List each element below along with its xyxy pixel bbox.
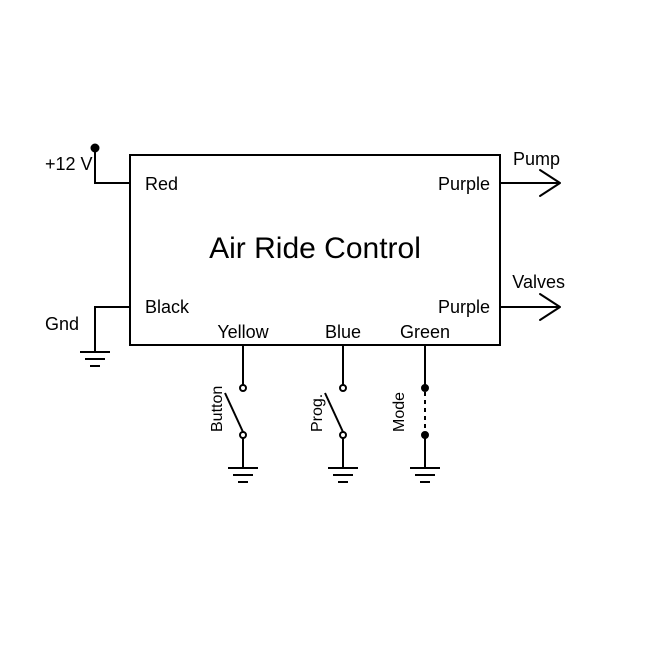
prog-switch — [325, 345, 358, 482]
pin-green: Green — [400, 322, 450, 342]
ground-label: Gnd — [45, 314, 79, 334]
valves-output — [500, 294, 560, 320]
pin-purple-top: Purple — [438, 174, 490, 194]
button-switch — [225, 345, 258, 482]
mode-label: Mode — [391, 392, 408, 432]
pump-label: Pump — [513, 149, 560, 169]
ground-input — [80, 307, 130, 366]
prog-label: Prog. — [309, 394, 326, 432]
valves-label: Valves — [512, 272, 565, 292]
pump-output — [500, 170, 560, 196]
box-title: Air Ride Control — [209, 232, 421, 265]
pin-red: Red — [145, 174, 178, 194]
pin-yellow: Yellow — [217, 322, 269, 342]
power-label: +12 V — [45, 154, 93, 174]
pin-purple-mid: Purple — [438, 297, 490, 317]
pin-black: Black — [145, 297, 190, 317]
button-label: Button — [209, 386, 226, 432]
mode-switch — [410, 345, 440, 482]
pin-blue: Blue — [325, 322, 361, 342]
power-input — [92, 145, 131, 184]
wiring-diagram: Air Ride Control Red Black Purple Purple… — [0, 0, 650, 650]
